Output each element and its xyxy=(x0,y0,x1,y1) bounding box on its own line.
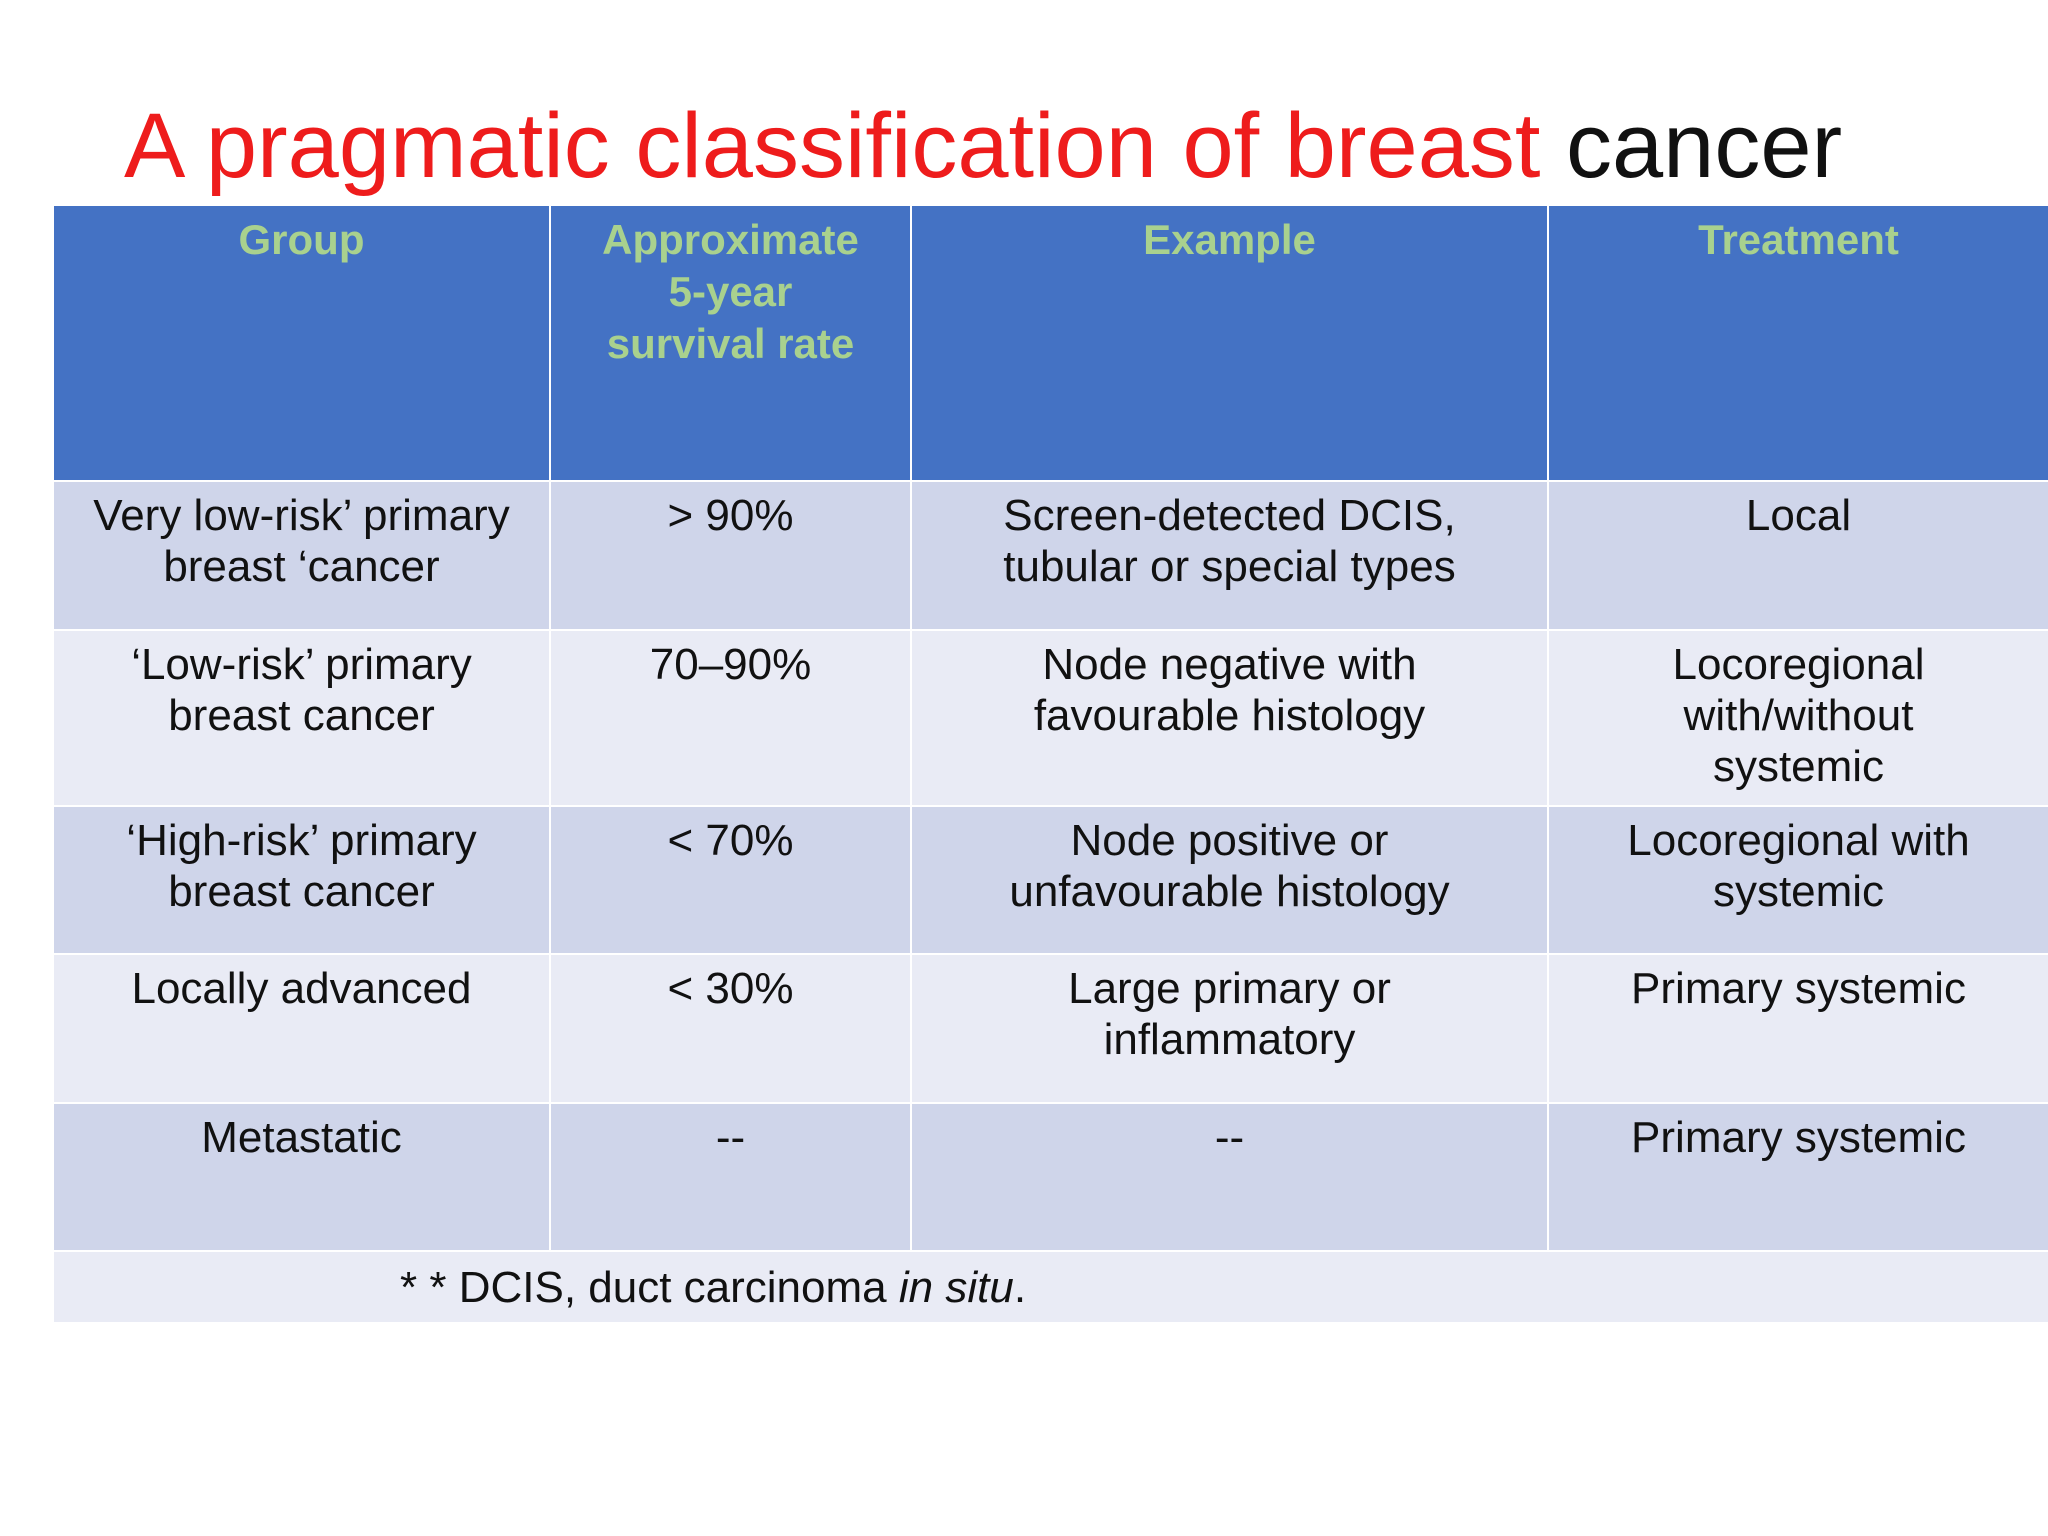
cell-survival: > 90% xyxy=(549,480,912,631)
table-row: Very low-risk’ primary breast ‘cancer > … xyxy=(52,480,2048,631)
cell-survival: -- xyxy=(549,1102,912,1252)
slide-title: A pragmatic classification of breast can… xyxy=(124,100,1842,192)
cell-treatment: Local xyxy=(1547,480,2048,631)
cell-group: Locally advanced xyxy=(52,953,551,1104)
header-example: Example xyxy=(910,204,1549,482)
header-treatment: Treatment xyxy=(1547,204,2048,482)
cell-survival: < 30% xyxy=(549,953,912,1104)
footnote-row: * * DCIS, duct carcinoma in situ. xyxy=(52,1250,2048,1324)
table-header-row: Group Approximate 5-year survival rate E… xyxy=(52,204,2048,482)
cell-example: Node positive or unfavourable histology xyxy=(910,805,1549,955)
cell-group: ‘Low-risk’ primary breast cancer xyxy=(52,629,551,807)
table-row: Locally advanced < 30% Large primary or … xyxy=(52,953,2048,1104)
header-survival-rate: Approximate 5-year survival rate xyxy=(549,204,912,482)
table-row: ‘High-risk’ primary breast cancer < 70% … xyxy=(52,805,2048,955)
cell-treatment: Primary systemic xyxy=(1547,953,2048,1104)
slide-title-black-part: cancer xyxy=(1566,95,1843,197)
footnote: * * DCIS, duct carcinoma in situ. xyxy=(52,1250,2048,1324)
footnote-prefix: * * DCIS, duct carcinoma xyxy=(400,1263,899,1312)
slide-title-red-part: A pragmatic classification of breast xyxy=(124,95,1541,197)
header-group: Group xyxy=(52,204,551,482)
cell-treatment: Locoregional with/without systemic xyxy=(1547,629,2048,807)
footnote-suffix: . xyxy=(1013,1263,1027,1312)
footnote-italic: in situ xyxy=(898,1263,1014,1312)
cell-group: Very low-risk’ primary breast ‘cancer xyxy=(52,480,551,631)
cell-treatment: Primary systemic xyxy=(1547,1102,2048,1252)
cell-group: Metastatic xyxy=(52,1102,551,1252)
cell-example: -- xyxy=(910,1102,1549,1252)
cell-survival: < 70% xyxy=(549,805,912,955)
classification-table: Group Approximate 5-year survival rate E… xyxy=(52,204,2048,1324)
cell-example: Large primary or inflammatory xyxy=(910,953,1549,1104)
cell-example: Screen-detected DCIS, tubular or special… xyxy=(910,480,1549,631)
table-row: Metastatic -- -- Primary systemic xyxy=(52,1102,2048,1252)
cell-example: Node negative with favourable histology xyxy=(910,629,1549,807)
cell-survival: 70–90% xyxy=(549,629,912,807)
cell-group: ‘High-risk’ primary breast cancer xyxy=(52,805,551,955)
table-row: ‘Low-risk’ primary breast cancer 70–90% … xyxy=(52,629,2048,807)
cell-treatment: Locoregional with systemic xyxy=(1547,805,2048,955)
